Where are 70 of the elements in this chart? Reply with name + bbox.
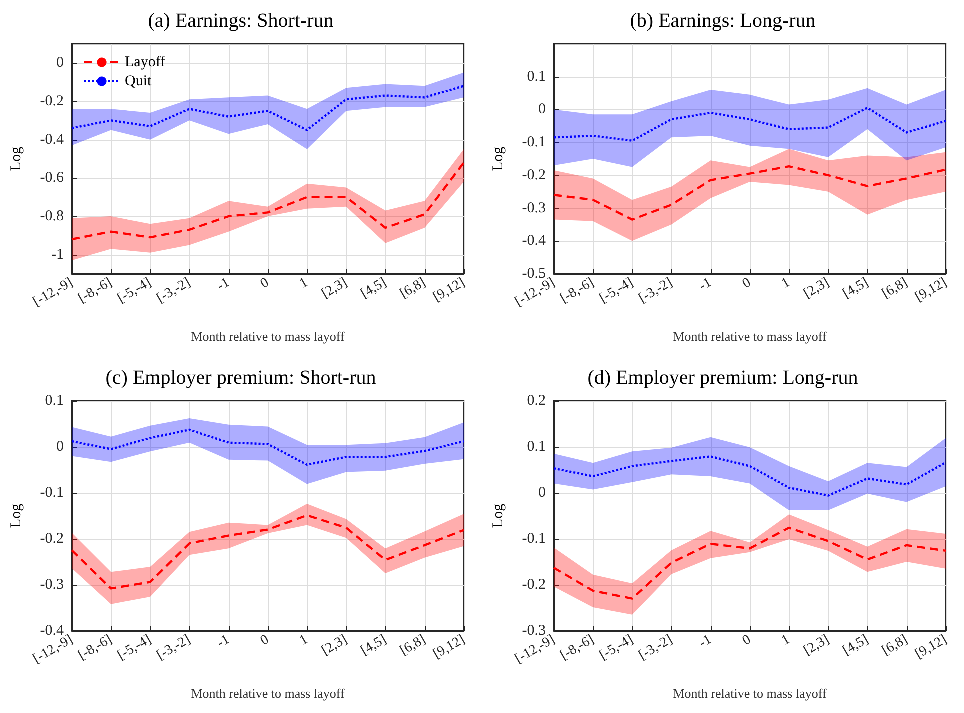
x-tick-label: 1 [779, 632, 793, 649]
y-tick-label: -0.5 [522, 266, 546, 282]
y-tick-label: -0.4 [40, 132, 64, 148]
x-tick-label: [4,5] [840, 276, 872, 302]
x-tick-label: [6,8] [880, 632, 911, 659]
y-tick-label: -1 [52, 246, 64, 263]
y-tick-label: 0 [56, 55, 64, 72]
y-tick-label: -0.8 [40, 208, 64, 224]
x-tick-label: [2,3] [801, 276, 832, 302]
y-tick-label: -0.1 [40, 485, 64, 501]
line-series [552, 165, 948, 221]
y-tick-label: -0.4 [522, 233, 546, 250]
y-axis-title: Log [8, 503, 24, 528]
y-tick-label: -0.2 [40, 94, 64, 110]
y-tick-label: 0.1 [45, 393, 64, 409]
x-tick-label: -1 [696, 276, 715, 294]
y-tick-label: -0.2 [40, 531, 64, 547]
y-tick-label: -0.3 [40, 577, 64, 593]
x-tick-label: -1 [214, 632, 233, 652]
x-tick-label: 1 [297, 276, 311, 292]
y-tick-label: 0 [56, 439, 64, 455]
x-tick-label: 0 [740, 632, 754, 649]
x-tick-label: [4,5] [358, 276, 390, 302]
chart-title: (b) Earnings: Long-run [630, 10, 816, 32]
x-tick-label: -1 [214, 276, 233, 294]
x-tick-label: 0 [258, 276, 272, 292]
x-tick-label: [2,3] [801, 632, 832, 659]
y-tick-label: -0.3 [522, 623, 546, 639]
y-axis-title: Log [8, 146, 24, 172]
x-axis-title: Month relative to mass layoff [673, 686, 828, 701]
y-tick-label: -0.2 [522, 577, 546, 593]
y-tick-label: -0.4 [40, 623, 64, 639]
chart-title: (d) Employer premium: Long-run [588, 367, 858, 389]
x-tick-label: 1 [297, 632, 311, 649]
y-tick-label: 0 [538, 485, 546, 501]
y-tick-label: -0.2 [522, 167, 546, 184]
y-tick-label: 0 [538, 102, 546, 118]
y-tick-label: -0.1 [522, 531, 546, 547]
y-tick-label: -0.3 [522, 200, 546, 216]
x-tick-label: [4,5] [840, 632, 872, 659]
chart-title: (a) Earnings: Short-run [148, 10, 334, 32]
x-axis-title: Month relative to mass layoff [673, 329, 828, 344]
x-tick-label: 0 [740, 276, 754, 292]
y-tick-label: -0.1 [522, 134, 546, 151]
x-axis-title: Month relative to mass layoff [191, 329, 346, 344]
x-tick-label: [6,8] [398, 632, 429, 659]
line-series [70, 162, 466, 241]
x-tick-label: [2,3] [319, 632, 350, 659]
x-tick-label: 1 [779, 276, 793, 292]
legend-label: Quit [125, 74, 152, 90]
x-tick-label: [4,5] [358, 632, 390, 659]
line-series [552, 526, 948, 600]
y-axis-title: Log [490, 503, 506, 528]
line-series [552, 106, 948, 142]
y-tick-label: 0.2 [527, 393, 546, 409]
x-tick-label: [2,3] [319, 276, 350, 302]
line-series [70, 428, 466, 466]
y-tick-label: 0.1 [527, 68, 546, 85]
chart-title: (c) Employer premium: Short-run [106, 367, 376, 389]
x-tick-label: [6,8] [398, 276, 429, 302]
x-tick-label: -1 [696, 632, 715, 652]
x-tick-label: [6,8] [880, 276, 911, 302]
y-tick-label: 0.1 [527, 439, 546, 455]
x-axis-title: Month relative to mass layoff [191, 686, 346, 701]
legend-label: Layoff [125, 54, 166, 70]
line-series [70, 514, 466, 590]
line-series [552, 456, 948, 497]
y-tick-label: -0.6 [40, 170, 64, 186]
y-axis-title: Log [490, 146, 506, 172]
x-tick-label: 0 [258, 632, 272, 649]
